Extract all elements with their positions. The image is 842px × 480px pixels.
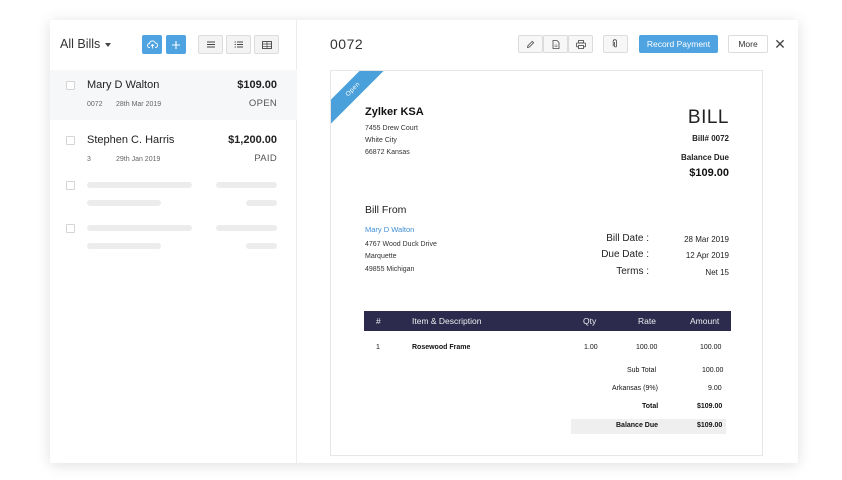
total-value: $109.00 — [697, 403, 723, 410]
bill-vendor-name: Mary D Walton — [87, 79, 160, 91]
status-badge: OPEN — [248, 98, 277, 109]
skeleton-bar — [87, 243, 161, 249]
total-label: Total — [642, 403, 659, 410]
balance-due-total-value: $109.00 — [697, 422, 723, 429]
skeleton-bar — [216, 182, 277, 188]
row-checkbox[interactable] — [66, 136, 75, 145]
row-checkbox — [66, 224, 75, 233]
bill-number: 3 — [87, 156, 91, 163]
filter-label: All Bills — [60, 37, 101, 51]
view-detail-list-button[interactable] — [226, 35, 251, 54]
terms-label: Terms : — [616, 266, 649, 277]
terms-value: Net 15 — [705, 268, 729, 277]
bill-date-label: Bill Date : — [606, 233, 649, 244]
plus-icon — [172, 40, 180, 49]
chevron-down-icon — [105, 43, 112, 47]
item-index: 1 — [376, 344, 380, 351]
document-title: BILL — [687, 107, 729, 128]
bill-detail-pane: 0072 Record Payment More ✕ Open Zylker K… — [297, 20, 798, 463]
more-button[interactable]: More — [728, 35, 768, 53]
subtotal-label: Sub Total — [627, 367, 657, 374]
subtotal-value: 100.00 — [702, 367, 724, 374]
company-name: Zylker KSA — [365, 106, 424, 118]
table-icon — [261, 40, 272, 49]
row-checkbox — [66, 181, 75, 190]
attachment-button[interactable] — [603, 35, 628, 53]
bill-list-item[interactable]: Mary D Walton $109.00 0072 28th Mar 2019… — [50, 70, 297, 120]
bill-number-label: Bill# 0072 — [692, 134, 729, 143]
company-address-line: 7455 Drew Court — [365, 125, 418, 132]
vendor-address-line: 4767 Wood Duck Drive — [365, 241, 437, 248]
balance-due-row — [571, 419, 726, 434]
bill-list-item[interactable]: Stephen C. Harris $1,200.00 3 29th Jan 2… — [50, 120, 297, 170]
new-bill-button[interactable] — [166, 35, 186, 54]
placeholder-list-item — [50, 175, 297, 215]
item-qty: 1.00 — [584, 344, 598, 351]
close-icon[interactable]: ✕ — [774, 35, 786, 52]
company-address-line: 66872 Kansas — [365, 149, 410, 156]
upload-button[interactable] — [142, 35, 162, 54]
bill-amount: $109.00 — [237, 79, 277, 91]
bill-vendor-name: Stephen C. Harris — [87, 134, 175, 146]
skeleton-bar — [87, 225, 192, 231]
bill-date: 28th Mar 2019 — [116, 101, 162, 108]
tax-label: Arkansas (9%) — [612, 385, 658, 392]
placeholder-list-item — [50, 220, 297, 260]
bill-from-heading: Bill From — [365, 204, 407, 216]
bills-list-pane: All Bills Mary D Walton $109.00 0 — [50, 20, 297, 463]
column-header: # — [376, 316, 381, 326]
pdf-button[interactable] — [543, 35, 568, 53]
tax-value: 9.00 — [708, 385, 722, 392]
cloud-upload-icon — [146, 40, 158, 49]
edit-button[interactable] — [518, 35, 543, 53]
due-date-value: 12 Apr 2019 — [685, 251, 729, 260]
items-table-header: # Item & Description Qty Rate Amount — [364, 311, 731, 331]
column-header: Rate — [638, 316, 656, 326]
vendor-address-line: Marquette — [365, 253, 397, 260]
bills-app: All Bills Mary D Walton $109.00 0 — [50, 20, 798, 463]
bill-number: 0072 — [87, 101, 103, 108]
bill-date-value: 28 Mar 2019 — [684, 235, 729, 244]
balance-due-total-label: Balance Due — [616, 422, 659, 429]
skeleton-bar — [246, 243, 277, 249]
bill-amount: $1,200.00 — [228, 134, 277, 146]
hamburger-icon — [206, 41, 215, 48]
row-checkbox[interactable] — [66, 81, 75, 90]
balance-due-value: $109.00 — [689, 167, 729, 179]
column-header: Amount — [690, 316, 720, 326]
skeleton-bar — [87, 200, 161, 206]
paperclip-icon — [612, 39, 617, 48]
all-bills-filter[interactable]: All Bills — [60, 37, 112, 51]
vendor-link[interactable]: Mary D Walton — [365, 225, 415, 234]
printer-icon — [575, 39, 586, 49]
skeleton-bar — [246, 200, 277, 206]
bulleted-list-icon — [234, 41, 243, 48]
item-amount: 100.00 — [700, 344, 722, 351]
status-ribbon: Open — [331, 71, 395, 131]
item-description: Rosewood Frame — [412, 344, 471, 351]
item-rate: 100.00 — [636, 344, 658, 351]
view-table-button[interactable] — [254, 35, 279, 54]
document-icon — [552, 39, 559, 49]
list-header: All Bills — [50, 20, 297, 70]
page-title: 0072 — [330, 36, 364, 52]
view-list-button[interactable] — [198, 35, 223, 54]
skeleton-bar — [87, 182, 192, 188]
bill-date: 29th Jan 2019 — [116, 156, 161, 163]
pencil-icon — [526, 40, 535, 48]
bill-document: Open Zylker KSA 7455 Drew Court White Ci… — [330, 70, 763, 456]
balance-due-label: Balance Due — [680, 153, 729, 162]
column-header: Qty — [583, 316, 597, 326]
record-payment-button[interactable]: Record Payment — [639, 35, 718, 53]
company-address-line: White City — [365, 137, 397, 144]
vendor-address-line: 49855 Michigan — [365, 266, 415, 273]
skeleton-bar — [216, 225, 277, 231]
print-button[interactable] — [568, 35, 593, 53]
due-date-label: Due Date : — [601, 249, 649, 260]
status-badge: PAID — [254, 153, 277, 164]
column-header: Item & Description — [412, 316, 482, 326]
